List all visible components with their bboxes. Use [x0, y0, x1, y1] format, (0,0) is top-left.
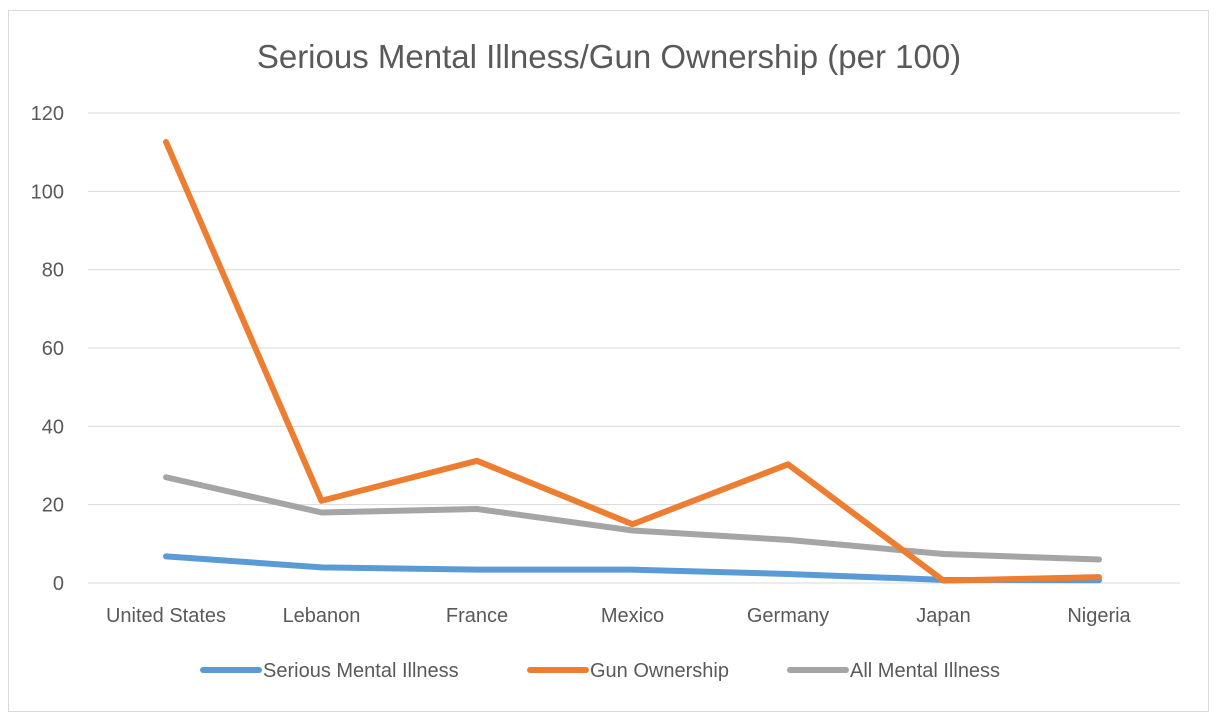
- y-tick-label: 120: [31, 103, 64, 125]
- data-point: [321, 512, 322, 513]
- data-point: [476, 460, 478, 462]
- data-point: [632, 523, 633, 525]
- y-axis: 0 20 40 60 80 100 120: [31, 103, 64, 595]
- data-point: [321, 566, 322, 568]
- legend-label: Gun Ownership: [590, 660, 729, 682]
- data-point: [632, 530, 633, 532]
- series-line-all-mental-illness: [163, 474, 1102, 563]
- y-tick-label: 20: [42, 495, 64, 517]
- y-tick-label: 40: [42, 416, 64, 438]
- legend: Serious Mental Illness Gun Ownership All M…: [200, 660, 1000, 682]
- y-tick-label: 100: [31, 181, 64, 203]
- y-tick-label: 80: [42, 260, 64, 282]
- data-point: [632, 569, 633, 571]
- data-point: [476, 569, 478, 571]
- data-point: [1098, 576, 1100, 578]
- series-line-gun-ownership: [163, 138, 1102, 584]
- y-tick-label: 0: [53, 573, 64, 595]
- y-tick-label: 60: [42, 338, 64, 360]
- data-point: [787, 573, 789, 575]
- data-point: [943, 580, 944, 582]
- data-point: [787, 463, 789, 465]
- data-point: [476, 508, 478, 510]
- data-point: [165, 476, 167, 478]
- x-tick-label: Japan: [916, 605, 971, 627]
- legend-label: All Mental Illness: [850, 660, 1000, 682]
- legend-label: Serious Mental Illness: [263, 660, 459, 682]
- x-tick-label: United States: [106, 605, 226, 627]
- x-tick-label: Lebanon: [283, 605, 361, 627]
- data-point: [165, 141, 167, 143]
- data-point: [165, 555, 167, 557]
- x-axis: United States Lebanon France Mexico Germany J…: [106, 605, 1132, 627]
- x-tick-label: Mexico: [601, 605, 664, 627]
- data-point: [787, 539, 789, 541]
- series-line-serious-mental-illness: [163, 553, 1102, 584]
- x-tick-label: Germany: [747, 605, 829, 627]
- chart-title: Serious Mental Illness/Gun Ownership (pe…: [257, 38, 961, 75]
- series-lines: [163, 138, 1102, 584]
- x-tick-label: Nigeria: [1067, 605, 1131, 627]
- gridlines: [88, 112, 1180, 584]
- chart-frame: [8, 10, 1209, 712]
- data-point: [943, 553, 944, 555]
- data-point: [321, 500, 322, 502]
- x-tick-label: France: [446, 605, 508, 627]
- data-point: [1098, 559, 1100, 560]
